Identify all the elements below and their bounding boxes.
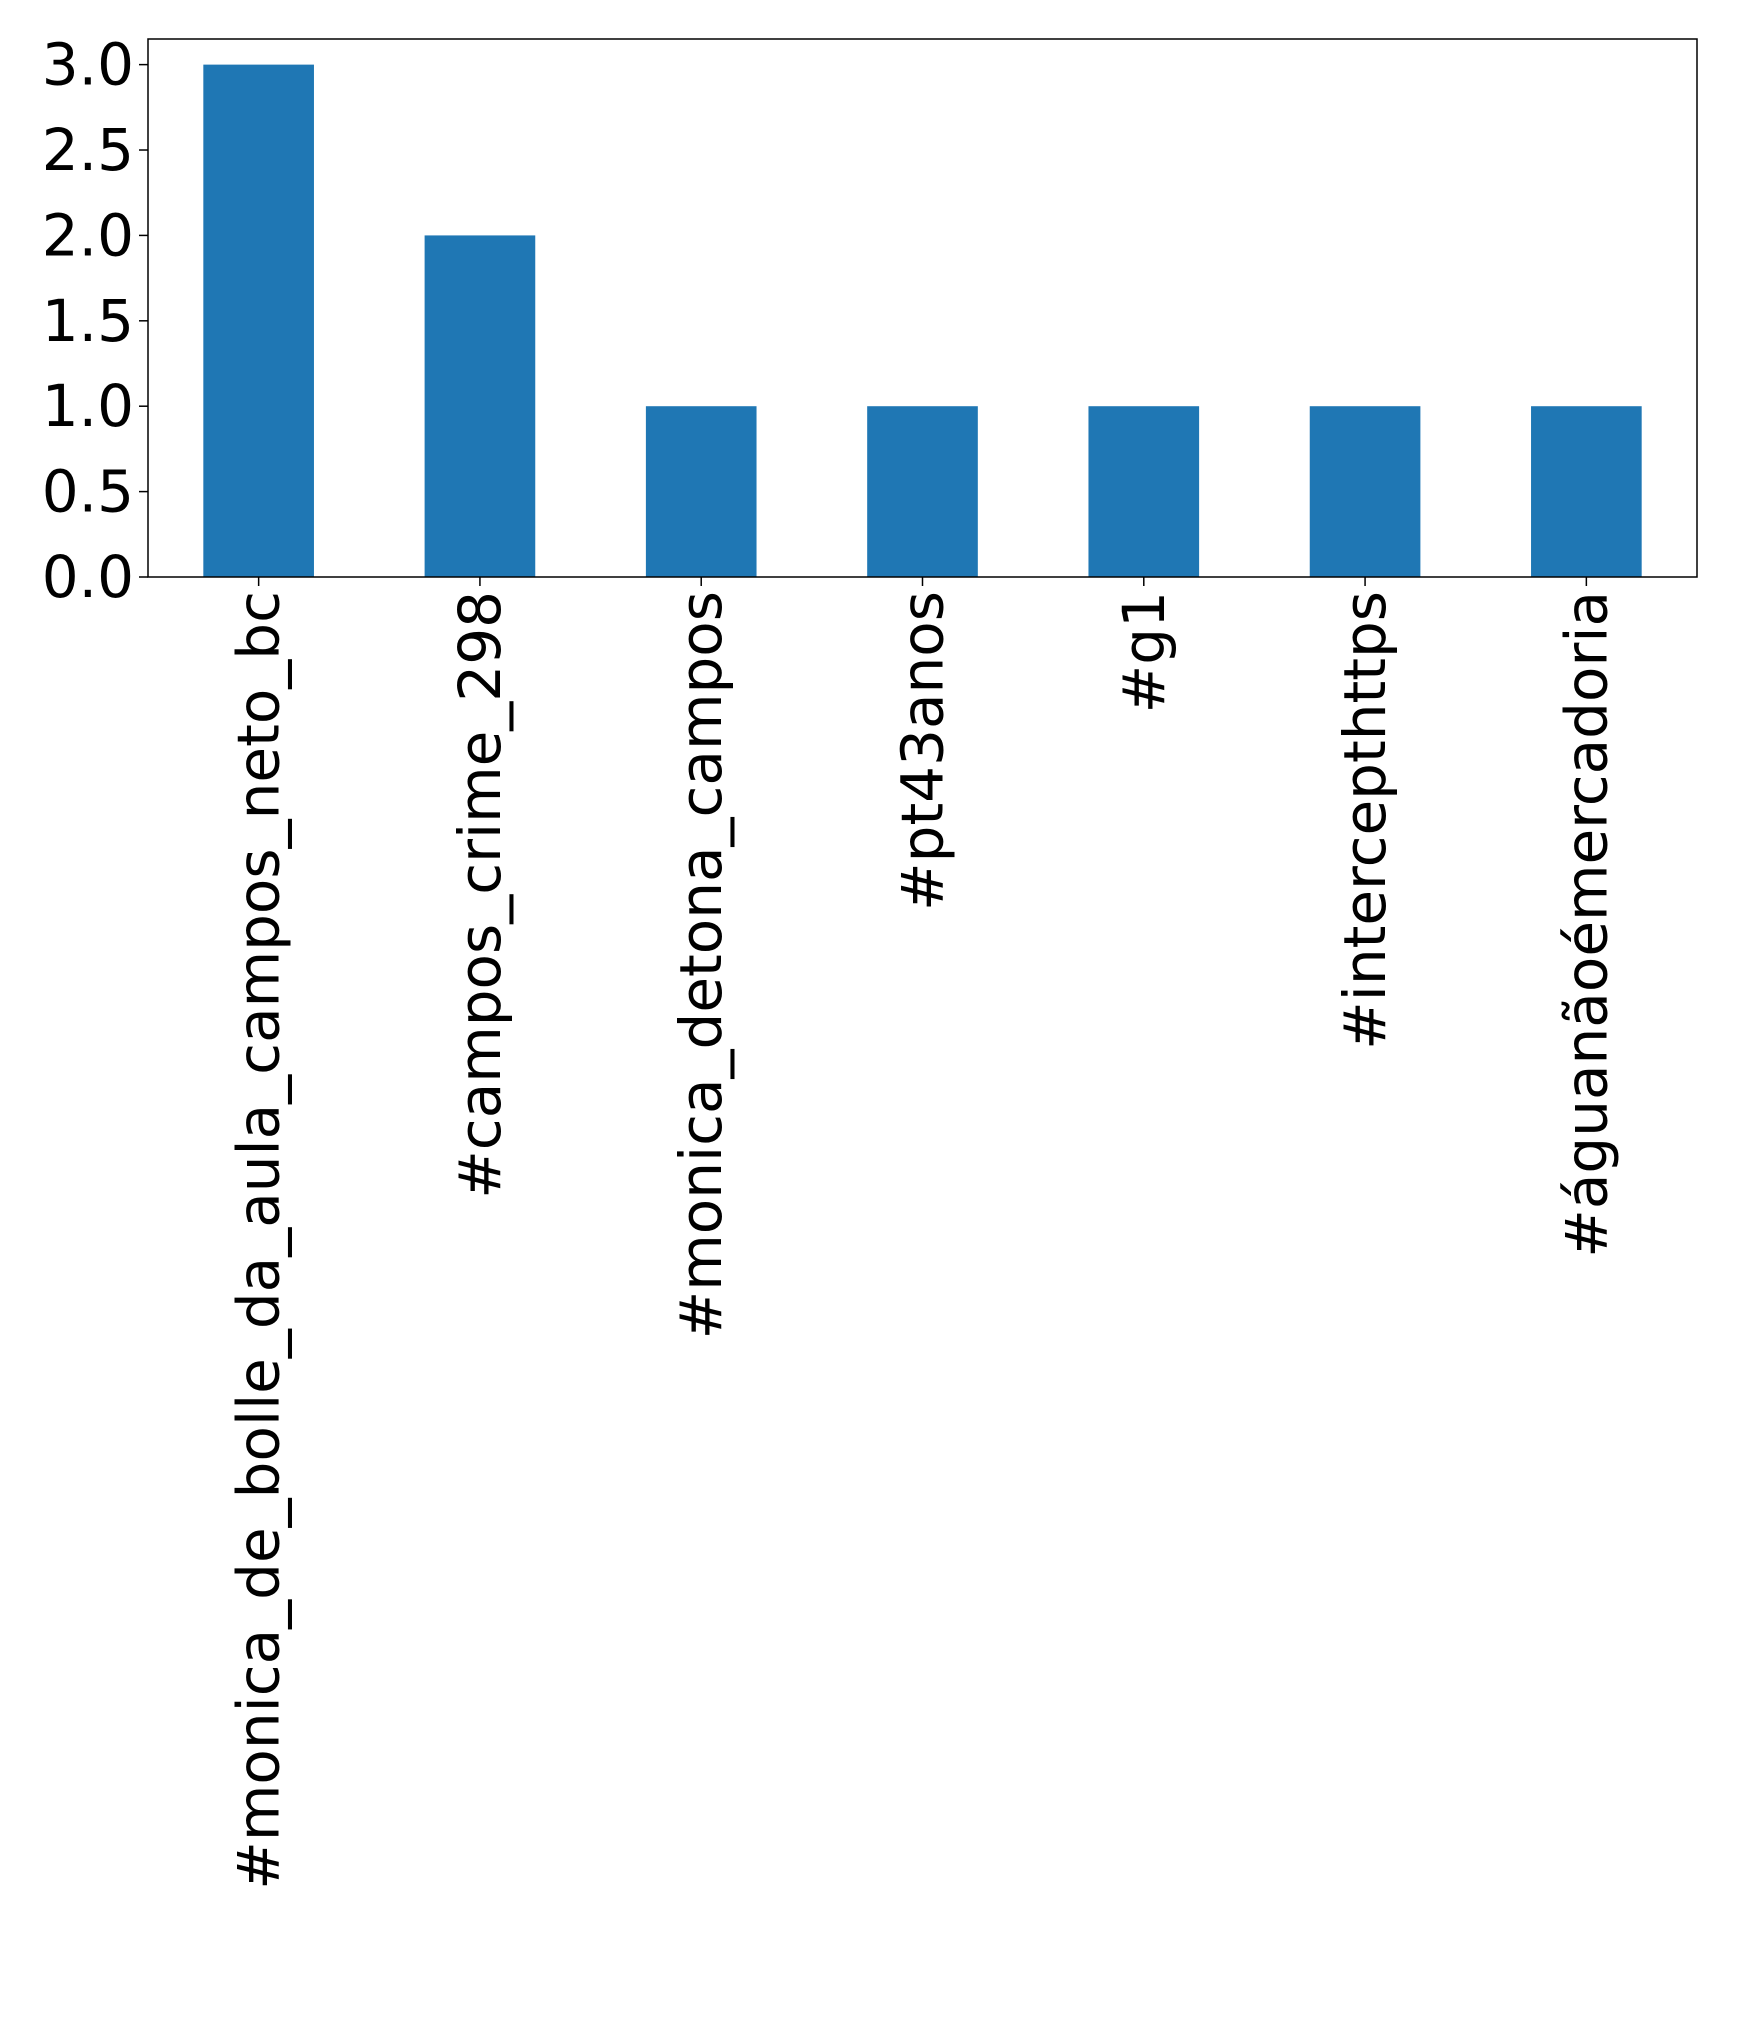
bar-4: [1088, 406, 1200, 577]
y-tick-label: 3.0: [42, 31, 134, 99]
y-tick-label: 2.0: [42, 201, 134, 269]
bars-layer: [203, 64, 1642, 578]
x-tick-label: #campos_crime_298: [446, 591, 514, 1199]
x-tick-label: #monica_detona_campos: [667, 591, 735, 1339]
x-tick-label: #intercepthttps: [1331, 591, 1399, 1050]
y-axis: 0.0 0.5 1.0 1.5 2.0 2.5 3.0: [42, 31, 148, 611]
y-tick-label: 1.0: [42, 372, 134, 440]
x-axis: #monica_de_bolle_da_aula_campos_neto_bc #…: [225, 577, 1620, 1890]
bar-1: [424, 235, 536, 577]
y-tick-label: 2.5: [42, 116, 134, 184]
bar-3: [867, 406, 978, 577]
y-tick-label: 1.5: [42, 287, 134, 355]
y-tick-label: 0.5: [42, 458, 134, 526]
y-tick-label: 0.0: [42, 543, 134, 611]
bar-5: [1309, 406, 1421, 577]
bar-0: [203, 64, 314, 578]
x-tick-label: #águanãoémercadoria: [1552, 591, 1620, 1258]
x-tick-label: #monica_de_bolle_da_aula_campos_neto_bc: [225, 591, 293, 1890]
x-tick-label: #g1: [1110, 591, 1178, 713]
bar-6: [1531, 406, 1642, 577]
bar-2: [645, 406, 757, 577]
x-tick-label: #pt43anos: [889, 591, 957, 911]
